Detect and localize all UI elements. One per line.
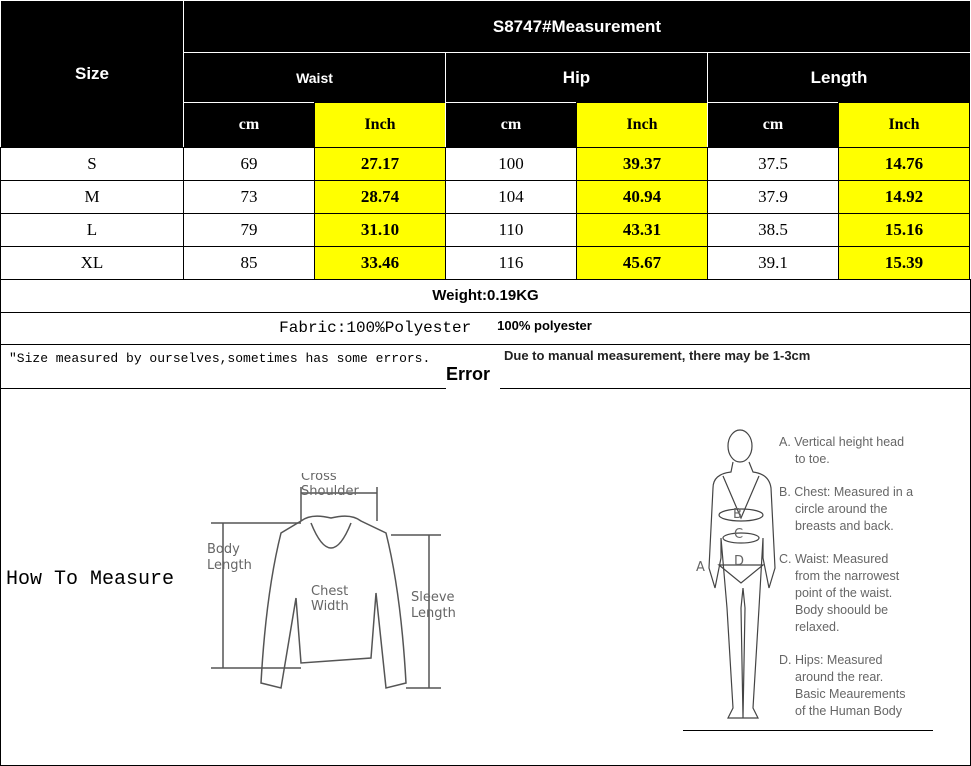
body-note-line: relaxed. (795, 620, 840, 634)
table-cell: 45.67 (576, 246, 708, 280)
unit-header: Inch (838, 102, 970, 148)
letter-a: A (696, 560, 705, 575)
cross-shoulder-label-2: Shoulder (301, 484, 360, 499)
body-note: D. Hips: Measured around the rear. Basic M… (779, 652, 913, 720)
table-cell: 85 (183, 246, 315, 280)
table-cell: 110 (445, 213, 577, 247)
group-waist: Waist (183, 52, 446, 103)
size-cell: S (0, 147, 184, 181)
table-cell: 15.16 (838, 213, 970, 247)
table-cell: 33.46 (314, 246, 446, 280)
group-hip: Hip (445, 52, 708, 103)
fabric-overlay: 100% polyester (497, 317, 592, 333)
fabric-text: Fabric:100%Polyester (279, 319, 472, 337)
sweater-diagram: Cross Shoulder Body Length Chest Width S… (207, 473, 456, 689)
table-cell: 39.1 (707, 246, 839, 280)
unit-header: Inch (314, 102, 446, 148)
table-cell: 116 (445, 246, 577, 280)
body-note-line: breasts and back. (795, 519, 894, 533)
body-note: A. Vertical height head to toe. (779, 434, 913, 468)
chest-width-label-2: Width (311, 599, 349, 614)
sleeve-length-label-2: Length (411, 606, 456, 621)
table-cell: 37.9 (707, 180, 839, 214)
body-note-line: point of the waist. (795, 586, 893, 600)
body-note-line: around the rear. (795, 670, 884, 684)
body-note-line: Body shoould be (795, 603, 889, 617)
table-cell: 37.5 (707, 147, 839, 181)
note-row: "Size measured by ourselves,sometimes ha… (0, 344, 971, 389)
table-cell: 73 (183, 180, 315, 214)
chest-width-label-1: Chest (311, 584, 348, 599)
size-cell: M (0, 180, 184, 214)
table-cell: 38.5 (707, 213, 839, 247)
table-cell: 39.37 (576, 147, 708, 181)
size-cell: L (0, 213, 184, 247)
note-overlay: Due to manual measurement, there may be … (504, 348, 811, 363)
note-text: "Size measured by ourselves,sometimes ha… (9, 351, 431, 366)
table-cell: 43.31 (576, 213, 708, 247)
sleeve-length-label-1: Sleeve (411, 590, 455, 605)
body-diagram: B C D A (696, 429, 776, 719)
table-cell: 100 (445, 147, 577, 181)
table-cell: 104 (445, 180, 577, 214)
cross-shoulder-label-1: Cross (301, 473, 337, 484)
body-note-line: Basic Meaurements (795, 687, 906, 701)
letter-d: D (734, 554, 744, 569)
body-length-label-2: Length (207, 558, 252, 573)
fabric-row: Fabric:100%Polyester 100% polyester (0, 312, 971, 345)
unit-header: cm (183, 102, 315, 148)
note-error: Error (446, 364, 501, 389)
body-note: C. Waist: Measured from the narrowest poin… (779, 551, 913, 636)
measure-section: How To Measure Cross Shoulder Body Lengt… (0, 388, 971, 766)
divider (683, 730, 933, 731)
table-cell: 31.10 (314, 213, 446, 247)
unit-header: cm (445, 102, 577, 148)
body-notes: A. Vertical height head to toe. B. Chest: … (779, 434, 913, 736)
weight-row: Weight:0.19KG (0, 279, 971, 313)
unit-header: Inch (576, 102, 708, 148)
body-note-line: A. Vertical height head (779, 435, 905, 449)
table-title: S8747#Measurement (183, 0, 971, 53)
body-note-line: circle around the (795, 502, 888, 516)
table-cell: 14.92 (838, 180, 970, 214)
body-note-line: from the narrowest (795, 569, 900, 583)
body-note-line: B. Chest: Measured in a (779, 485, 914, 499)
how-to-measure: How To Measure (6, 568, 175, 591)
table-cell: 28.74 (314, 180, 446, 214)
letter-b: B (733, 507, 742, 522)
body-note-line: of the Human Body (795, 704, 903, 718)
body-note: B. Chest: Measured in a circle around the… (779, 484, 913, 535)
table-cell: 40.94 (576, 180, 708, 214)
size-header: Size (0, 0, 184, 148)
letter-c: C (734, 527, 743, 542)
body-note-line: to toe. (795, 452, 830, 466)
body-note-line: C. Waist: Measured (779, 552, 889, 566)
body-length-label-1: Body (207, 542, 240, 557)
group-length: Length (707, 52, 971, 103)
unit-header: cm (707, 102, 839, 148)
table-cell: 15.39 (838, 246, 970, 280)
table-cell: 27.17 (314, 147, 446, 181)
body-note-line: D. Hips: Measured (779, 653, 883, 667)
table-cell: 79 (183, 213, 315, 247)
size-cell: XL (0, 246, 184, 280)
table-cell: 69 (183, 147, 315, 181)
table-cell: 14.76 (838, 147, 970, 181)
